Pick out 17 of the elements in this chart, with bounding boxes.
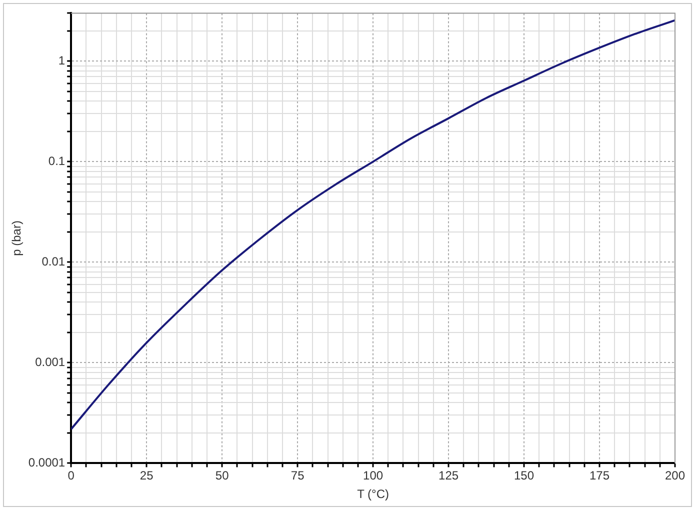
y-tick-label: 0.001 (35, 355, 66, 369)
x-tick-label: 25 (140, 468, 154, 483)
x-tick-label: 0 (68, 468, 75, 483)
x-tick-label: 150 (514, 468, 534, 483)
x-axis-title: T (°C) (357, 487, 390, 502)
x-tick-label: 175 (589, 468, 610, 483)
line-series (71, 19, 675, 430)
y-tick-label: 1 (58, 53, 66, 68)
y-axis-title: p (bar) (10, 220, 24, 256)
x-tick-label: 200 (664, 468, 686, 483)
x-tick-label: 125 (438, 468, 459, 483)
x-tick-label: 50 (215, 468, 230, 483)
y-tick-label: 0.01 (42, 254, 66, 268)
x-tick-label: 100 (363, 468, 384, 483)
x-tick-label: 75 (290, 468, 305, 483)
y-tick-label: 0.0001 (28, 456, 66, 470)
y-tick-label: 0.1 (48, 154, 66, 168)
